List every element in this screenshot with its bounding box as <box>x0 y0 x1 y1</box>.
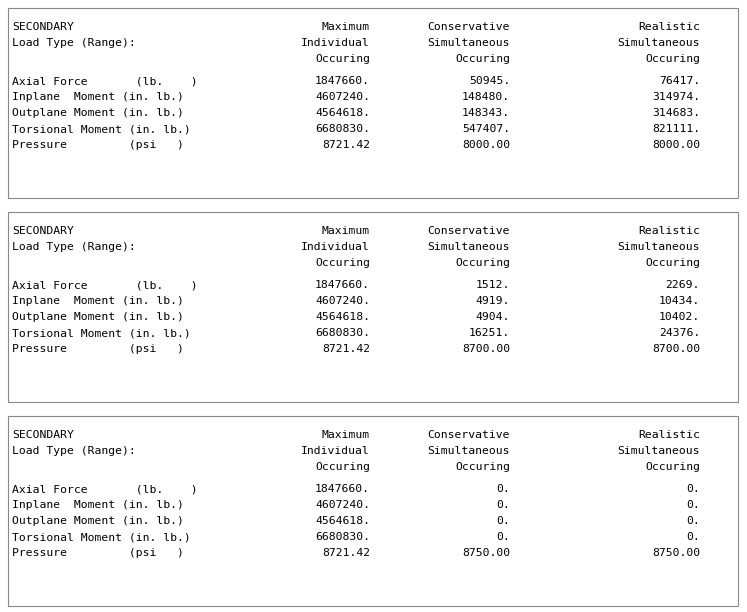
Text: Inplane  Moment (in. lb.): Inplane Moment (in. lb.) <box>12 92 184 102</box>
Text: 8721.42: 8721.42 <box>322 344 370 354</box>
Text: Occuring: Occuring <box>645 54 700 64</box>
Text: Torsional Moment (in. lb.): Torsional Moment (in. lb.) <box>12 124 190 134</box>
Text: Axial Force       (lb.    ): Axial Force (lb. ) <box>12 484 198 494</box>
Text: 314974.: 314974. <box>652 92 700 102</box>
Text: Outplane Moment (in. lb.): Outplane Moment (in. lb.) <box>12 312 184 322</box>
Text: SECONDARY: SECONDARY <box>12 226 74 236</box>
Text: 821111.: 821111. <box>652 124 700 134</box>
Text: Individual: Individual <box>301 446 370 456</box>
Text: Conservative: Conservative <box>427 226 510 236</box>
Text: 6680830.: 6680830. <box>315 124 370 134</box>
Text: Individual: Individual <box>301 38 370 48</box>
Text: 8750.00: 8750.00 <box>462 548 510 558</box>
Text: 0.: 0. <box>496 484 510 494</box>
Text: 0.: 0. <box>686 500 700 510</box>
Text: 1512.: 1512. <box>476 280 510 290</box>
Text: 16251.: 16251. <box>469 328 510 338</box>
Text: 4607240.: 4607240. <box>315 296 370 306</box>
Text: Pressure         (psi   ): Pressure (psi ) <box>12 344 184 354</box>
Text: Occuring: Occuring <box>455 54 510 64</box>
Text: 1847660.: 1847660. <box>315 280 370 290</box>
Text: Occuring: Occuring <box>315 462 370 472</box>
Text: SECONDARY: SECONDARY <box>12 430 74 440</box>
Text: Conservative: Conservative <box>427 430 510 440</box>
Text: Occuring: Occuring <box>315 258 370 268</box>
Text: Maximum: Maximum <box>322 22 370 32</box>
Text: 4564618.: 4564618. <box>315 312 370 322</box>
Text: Individual: Individual <box>301 242 370 252</box>
Text: 148343.: 148343. <box>462 108 510 118</box>
Text: Occuring: Occuring <box>455 462 510 472</box>
Text: 24376.: 24376. <box>659 328 700 338</box>
Text: 0.: 0. <box>496 500 510 510</box>
Text: Pressure         (psi   ): Pressure (psi ) <box>12 548 184 558</box>
Text: SECONDARY: SECONDARY <box>12 22 74 32</box>
Text: Outplane Moment (in. lb.): Outplane Moment (in. lb.) <box>12 516 184 526</box>
Text: Occuring: Occuring <box>315 54 370 64</box>
Text: 2269.: 2269. <box>666 280 700 290</box>
Text: Maximum: Maximum <box>322 430 370 440</box>
Text: Occuring: Occuring <box>455 258 510 268</box>
Text: 1847660.: 1847660. <box>315 76 370 86</box>
Bar <box>8 8 738 198</box>
Text: Torsional Moment (in. lb.): Torsional Moment (in. lb.) <box>12 328 190 338</box>
Text: Realistic: Realistic <box>638 226 700 236</box>
Text: 314683.: 314683. <box>652 108 700 118</box>
Text: Occuring: Occuring <box>645 462 700 472</box>
Text: Simultaneous: Simultaneous <box>427 446 510 456</box>
Text: 76417.: 76417. <box>659 76 700 86</box>
Text: Load Type (Range):: Load Type (Range): <box>12 446 136 456</box>
Text: Axial Force       (lb.    ): Axial Force (lb. ) <box>12 76 198 86</box>
Text: Inplane  Moment (in. lb.): Inplane Moment (in. lb.) <box>12 500 184 510</box>
Text: Torsional Moment (in. lb.): Torsional Moment (in. lb.) <box>12 532 190 542</box>
Text: 0.: 0. <box>496 516 510 526</box>
Text: Realistic: Realistic <box>638 430 700 440</box>
Text: 50945.: 50945. <box>469 76 510 86</box>
Text: 8750.00: 8750.00 <box>652 548 700 558</box>
Text: 4607240.: 4607240. <box>315 92 370 102</box>
Bar <box>8 416 738 606</box>
Text: Realistic: Realistic <box>638 22 700 32</box>
Text: 0.: 0. <box>686 484 700 494</box>
Text: Maximum: Maximum <box>322 226 370 236</box>
Text: 8721.42: 8721.42 <box>322 548 370 558</box>
Text: Pressure         (psi   ): Pressure (psi ) <box>12 140 184 150</box>
Text: Simultaneous: Simultaneous <box>618 38 700 48</box>
Text: Inplane  Moment (in. lb.): Inplane Moment (in. lb.) <box>12 296 184 306</box>
Text: 10402.: 10402. <box>659 312 700 322</box>
Text: 8700.00: 8700.00 <box>652 344 700 354</box>
Text: 4564618.: 4564618. <box>315 516 370 526</box>
Text: 6680830.: 6680830. <box>315 328 370 338</box>
Text: Load Type (Range):: Load Type (Range): <box>12 38 136 48</box>
Text: 8721.42: 8721.42 <box>322 140 370 150</box>
Text: Outplane Moment (in. lb.): Outplane Moment (in. lb.) <box>12 108 184 118</box>
Text: 4607240.: 4607240. <box>315 500 370 510</box>
Text: 547407.: 547407. <box>462 124 510 134</box>
Text: Occuring: Occuring <box>645 258 700 268</box>
Text: 0.: 0. <box>686 516 700 526</box>
Text: Simultaneous: Simultaneous <box>427 242 510 252</box>
Text: 4919.: 4919. <box>476 296 510 306</box>
Text: 0.: 0. <box>496 532 510 542</box>
Text: 4904.: 4904. <box>476 312 510 322</box>
Text: 8000.00: 8000.00 <box>652 140 700 150</box>
Text: 148480.: 148480. <box>462 92 510 102</box>
Text: Conservative: Conservative <box>427 22 510 32</box>
Text: 0.: 0. <box>686 532 700 542</box>
Text: 4564618.: 4564618. <box>315 108 370 118</box>
Text: 1847660.: 1847660. <box>315 484 370 494</box>
Bar <box>8 212 738 402</box>
Text: Axial Force       (lb.    ): Axial Force (lb. ) <box>12 280 198 290</box>
Text: 6680830.: 6680830. <box>315 532 370 542</box>
Text: 8700.00: 8700.00 <box>462 344 510 354</box>
Text: Simultaneous: Simultaneous <box>427 38 510 48</box>
Text: Simultaneous: Simultaneous <box>618 242 700 252</box>
Text: Simultaneous: Simultaneous <box>618 446 700 456</box>
Text: Load Type (Range):: Load Type (Range): <box>12 242 136 252</box>
Text: 8000.00: 8000.00 <box>462 140 510 150</box>
Text: 10434.: 10434. <box>659 296 700 306</box>
